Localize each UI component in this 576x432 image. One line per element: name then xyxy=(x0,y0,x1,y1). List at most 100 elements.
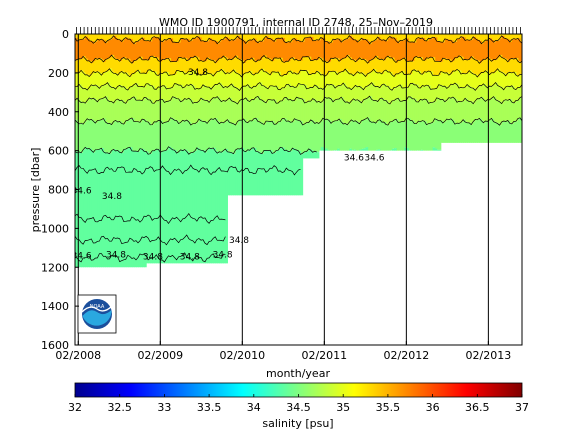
salinity-cell xyxy=(357,42,361,61)
salinity-cell xyxy=(359,40,363,58)
salinity-cell xyxy=(111,87,115,102)
salinity-cell xyxy=(333,39,336,59)
salinity-cell xyxy=(353,121,356,150)
salinity-cell xyxy=(117,59,121,76)
salinity-cell xyxy=(243,40,247,64)
salinity-cell xyxy=(335,34,338,40)
salinity-cell xyxy=(241,39,245,61)
salinity-cell xyxy=(320,37,324,59)
salinity-cell xyxy=(152,150,155,264)
salinity-cell xyxy=(172,96,176,119)
salinity-cell xyxy=(150,85,153,100)
salinity-cell xyxy=(87,118,90,149)
salinity-cell xyxy=(353,149,356,151)
salinity-cell xyxy=(308,88,312,102)
salinity-cell xyxy=(119,100,123,122)
salinity-cell xyxy=(333,58,336,72)
salinity-cell xyxy=(400,72,403,85)
salinity-cell xyxy=(306,70,310,89)
salinity-cell xyxy=(276,124,279,151)
salinity-cell xyxy=(391,34,395,39)
salinity-cell xyxy=(97,39,100,60)
salinity-cell xyxy=(219,34,222,42)
salinity-cell xyxy=(180,71,184,86)
contour-label: 34.8 xyxy=(188,68,208,78)
salinity-cell xyxy=(515,34,519,40)
salinity-cell xyxy=(158,37,161,61)
salinity-cell xyxy=(125,34,129,38)
salinity-cell xyxy=(101,119,105,149)
salinity-cell xyxy=(265,71,269,88)
salinity-cell xyxy=(446,39,450,60)
salinity-cell xyxy=(257,83,261,97)
salinity-cell xyxy=(148,154,151,264)
salinity-cell xyxy=(345,85,348,103)
salinity-cell xyxy=(213,40,216,61)
salinity-cell xyxy=(491,72,495,87)
salinity-cell xyxy=(310,150,314,159)
salinity-cell xyxy=(284,97,287,119)
salinity-cell xyxy=(257,151,261,196)
salinity-cell xyxy=(109,101,113,124)
salinity-cell xyxy=(217,71,220,85)
salinity-cell xyxy=(103,85,107,99)
salinity-cell xyxy=(176,42,180,62)
salinity-cell xyxy=(123,102,127,125)
salinity-cell xyxy=(495,122,499,143)
salinity-cell xyxy=(328,97,332,121)
salinity-cell xyxy=(369,84,373,97)
salinity-cell xyxy=(276,34,279,39)
salinity-cell xyxy=(456,38,460,58)
salinity-cell xyxy=(343,99,346,125)
salinity-cell xyxy=(172,87,176,97)
salinity-cell xyxy=(369,60,373,73)
salinity-cell xyxy=(140,56,143,74)
salinity-cell xyxy=(438,149,442,151)
salinity-cell xyxy=(473,58,476,74)
salinity-cell xyxy=(335,57,338,72)
salinity-cell xyxy=(511,72,515,86)
salinity-cell xyxy=(467,122,470,143)
salinity-cell xyxy=(497,40,501,58)
salinity-cell xyxy=(272,39,275,62)
salinity-cell xyxy=(416,34,419,39)
salinity-cell xyxy=(428,71,432,86)
salinity-cell xyxy=(341,59,344,72)
salinity-cell xyxy=(249,59,253,72)
salinity-cell xyxy=(300,70,304,85)
salinity-cell xyxy=(192,57,196,71)
salinity-cell xyxy=(316,59,320,72)
salinity-cell xyxy=(509,72,513,87)
salinity-cell xyxy=(398,42,401,61)
salinity-cell xyxy=(172,118,176,150)
salinity-cell xyxy=(326,98,330,120)
salinity-cell xyxy=(239,74,243,91)
salinity-cell xyxy=(243,99,247,119)
salinity-cell xyxy=(379,34,383,40)
salinity-cell xyxy=(499,125,503,143)
salinity-cell xyxy=(221,69,224,86)
salinity-cell xyxy=(194,56,198,72)
salinity-cell xyxy=(371,34,375,42)
salinity-cell xyxy=(276,38,279,58)
salinity-cell xyxy=(239,100,243,121)
salinity-cell xyxy=(215,40,218,63)
salinity-cell xyxy=(180,34,184,39)
salinity-cell xyxy=(517,34,521,39)
salinity-cell xyxy=(377,37,381,59)
salinity-cell xyxy=(302,99,306,125)
salinity-cell xyxy=(361,34,365,39)
salinity-cell xyxy=(300,84,304,99)
salinity-cell xyxy=(493,72,497,85)
salinity-cell xyxy=(247,84,251,101)
salinity-cell xyxy=(251,88,255,100)
salinity-cell xyxy=(280,34,283,39)
salinity-cell xyxy=(300,154,304,196)
salinity-cell xyxy=(483,59,487,73)
salinity-cell xyxy=(308,122,312,149)
salinity-cell xyxy=(103,61,107,73)
salinity-cell xyxy=(320,102,324,122)
salinity-cell xyxy=(396,40,399,63)
salinity-cell xyxy=(436,34,440,42)
salinity-cell xyxy=(91,119,94,151)
